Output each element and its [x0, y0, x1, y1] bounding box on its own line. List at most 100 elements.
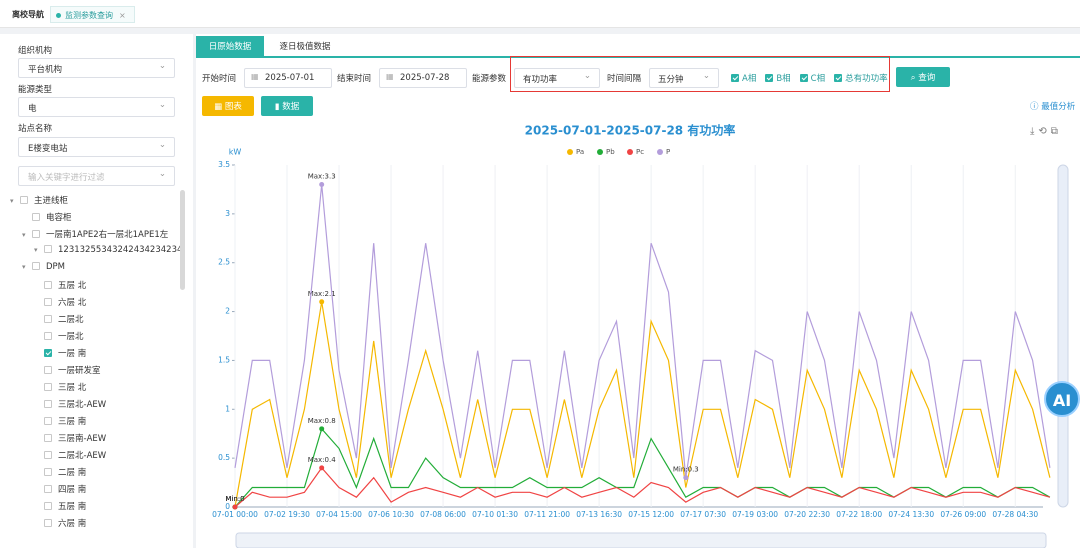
chart: 2025-07-01-2025-07-28 有功功率 kW 0 0.5 1 1.5 2 2…	[212, 123, 1069, 548]
checkbox[interactable]	[32, 262, 40, 270]
tree-item[interactable]: 五层 南	[10, 500, 180, 517]
checkbox[interactable]	[44, 366, 52, 374]
checkbox[interactable]	[44, 281, 52, 289]
y-tick-label: 1	[225, 404, 230, 413]
legend-swatch	[657, 149, 663, 155]
tree-item[interactable]: 三层南-AEW	[10, 432, 180, 449]
x-tick-label: 07-15 12:00	[628, 510, 674, 519]
analysis-link[interactable]: ⓘ 最值分析	[1030, 102, 1076, 112]
tree-item[interactable]: 二层 南	[10, 466, 180, 483]
checkbox[interactable]	[44, 451, 52, 459]
legend-label: P	[666, 148, 670, 156]
check[interactable]: B相	[765, 74, 791, 84]
extreme-point	[319, 182, 325, 188]
label: 组织机构	[18, 46, 53, 56]
tree-item[interactable]: ▾ 123132553432424342342342	[10, 245, 180, 262]
checkbox[interactable]	[44, 245, 52, 253]
h-zoom-slider[interactable]	[235, 532, 1047, 548]
extreme-label: Min:0	[225, 495, 244, 503]
y-tick-label: 3	[225, 209, 230, 218]
extreme-label: Max:0.8	[308, 417, 336, 425]
tree-item[interactable]: 电容柜	[10, 211, 180, 228]
end-date[interactable]: 2025-07-28	[379, 68, 467, 88]
chart-tools[interactable]: ⤓⟲⧉	[1030, 126, 1062, 137]
series-line	[234, 466, 1051, 508]
text: AI	[1052, 391, 1072, 410]
tree-item[interactable]: 六层 南	[10, 517, 180, 534]
checkbox[interactable]	[44, 400, 52, 408]
check[interactable]: C相	[799, 74, 825, 84]
checkbox[interactable]	[20, 196, 28, 204]
tree-item[interactable]: 二层北	[10, 313, 180, 330]
x-tick-label: 07-06 10:30	[368, 510, 414, 519]
check[interactable]: A相	[731, 74, 756, 84]
scrollbar[interactable]	[180, 190, 185, 290]
tree-item[interactable]: 三层北-AEW	[10, 398, 180, 415]
ai-badge[interactable]: AI	[1044, 381, 1080, 417]
query-button[interactable]: ⌕ 查询	[896, 67, 950, 87]
tree-item[interactable]: 一层 南	[10, 347, 180, 364]
caret: ▾	[10, 197, 14, 205]
nav-title[interactable]: 离校导航	[12, 10, 44, 19]
chart-title: 2025-07-01-2025-07-28 有功功率	[525, 123, 736, 138]
v-zoom-slider[interactable]	[1057, 164, 1069, 508]
x-tick-label: 07-08 06:00	[420, 510, 466, 519]
tree-item[interactable]: 三层 北	[10, 381, 180, 398]
checkbox[interactable]	[44, 434, 52, 442]
extreme-label: Max:3.3	[308, 173, 336, 181]
checkbox[interactable]	[44, 383, 52, 391]
legend-swatch	[597, 149, 603, 155]
checkbox[interactable]	[44, 298, 52, 306]
org-select[interactable]: 平台机构	[18, 58, 175, 78]
checkbox[interactable]	[44, 468, 52, 476]
x-tick-label: 07-26 09:00	[940, 510, 986, 519]
param-select[interactable]: 有功功率	[514, 68, 600, 88]
tree-label: 三层 北	[58, 383, 87, 393]
interval-select[interactable]: 五分钟	[649, 68, 719, 88]
checkbox[interactable]	[44, 519, 52, 527]
tree-label: 六层 南	[58, 519, 87, 529]
caret: ▾	[22, 231, 26, 239]
checkbox[interactable]	[44, 332, 52, 340]
checkbox[interactable]	[32, 213, 40, 221]
checkbox[interactable]	[44, 349, 52, 357]
tab[interactable]: 逐日极值数据	[279, 42, 331, 52]
data-button[interactable]: ▮ 数据	[261, 96, 313, 116]
chart-button[interactable]: ▦ 图表	[202, 96, 254, 116]
tree-item[interactable]: 一层北	[10, 330, 180, 347]
x-tick-label: 07-02 19:30	[264, 510, 310, 519]
tree-item[interactable]: ▾ 主进线柜	[10, 194, 180, 211]
tree-label: 一层南1APE2右一层北1APE1左	[46, 230, 169, 240]
filter-input[interactable]: 输入关键字进行过滤	[18, 166, 175, 186]
tree-label: 四层 南	[58, 485, 87, 495]
energy-select[interactable]: 电	[18, 97, 175, 117]
label: 能源类型	[18, 85, 53, 95]
tree-item[interactable]: 二层北-AEW	[10, 449, 180, 466]
check[interactable]: 总有功功率	[834, 74, 888, 84]
y-tick-label: 1.5	[218, 355, 230, 364]
checkbox[interactable]	[44, 417, 52, 425]
tree-label: 三层南-AEW	[58, 434, 107, 444]
checkbox[interactable]	[44, 502, 52, 510]
label: 开始时间	[202, 74, 237, 84]
checkbox[interactable]	[44, 485, 52, 493]
station-select[interactable]: E楼变电站	[18, 137, 175, 157]
tree-item[interactable]: 六层 北	[10, 296, 180, 313]
tab-bar	[196, 34, 1080, 58]
placeholder: 输入关键字进行过滤	[28, 173, 105, 183]
tab-active[interactable]: 日原始数据	[196, 36, 264, 56]
tree-item[interactable]: ▾ DPM	[10, 262, 180, 279]
tree-item[interactable]: 一层研发室	[10, 364, 180, 381]
value: 有功功率	[523, 75, 558, 85]
tree-item[interactable]: 四层 南	[10, 483, 180, 500]
tree-item[interactable]: 三层 南	[10, 415, 180, 432]
extreme-point	[319, 426, 325, 432]
page-tab[interactable]: 监测参数查询 ×	[50, 6, 135, 23]
tree-item[interactable]: ▾ 一层南1APE2右一层北1APE1左	[10, 228, 180, 245]
checkbox[interactable]	[32, 230, 40, 238]
checkbox[interactable]	[44, 315, 52, 323]
x-tick-label: 07-17 07:30	[680, 510, 726, 519]
tree-item[interactable]: 五层 北	[10, 279, 180, 296]
start-date[interactable]: 2025-07-01	[244, 68, 332, 88]
